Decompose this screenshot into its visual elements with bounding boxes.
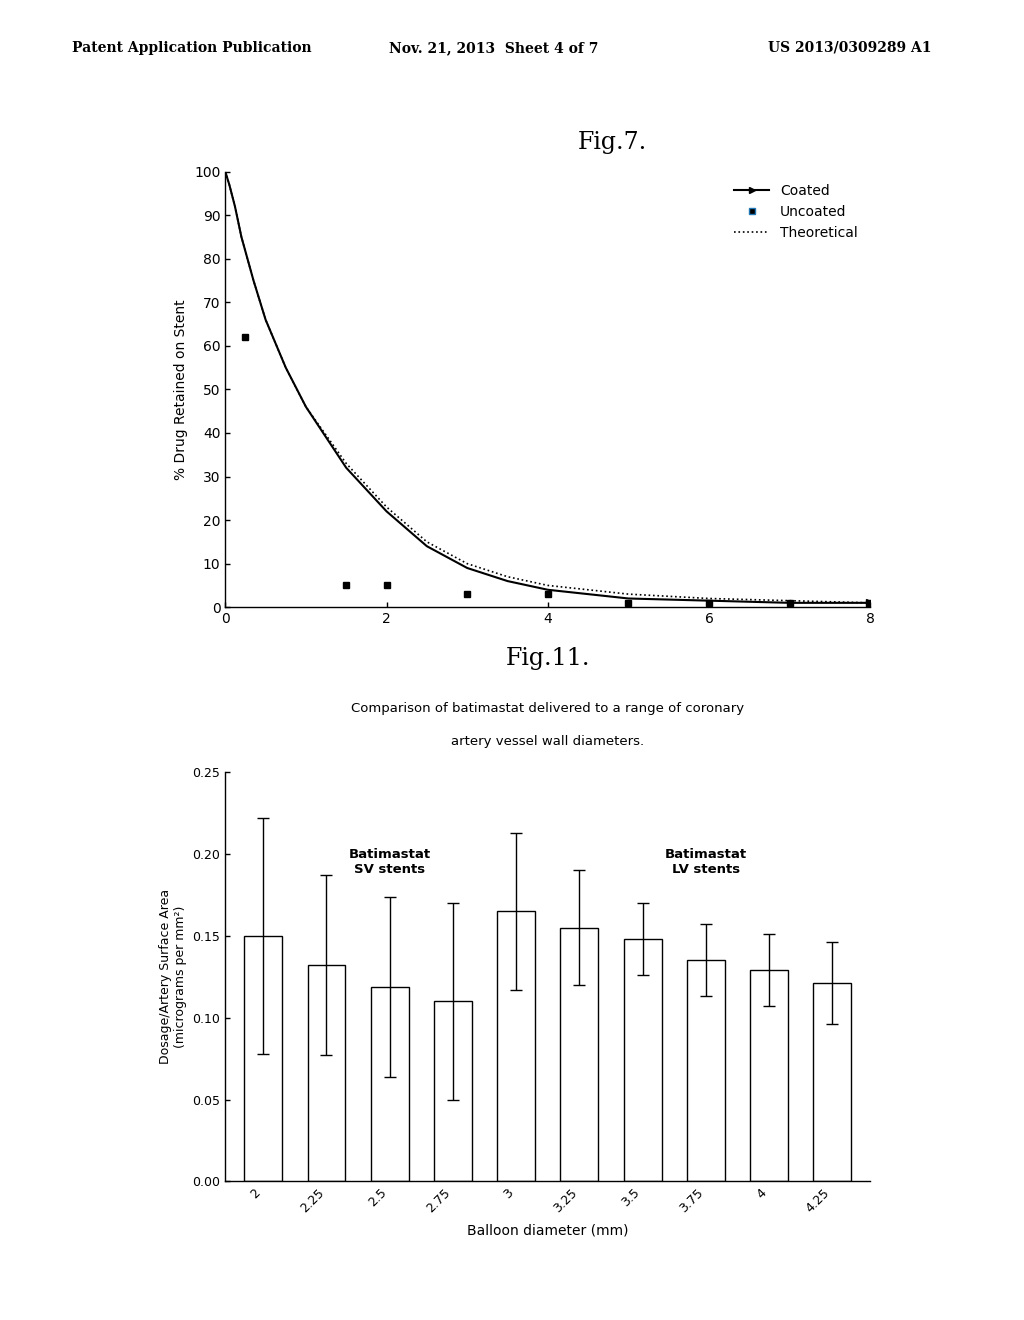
Bar (624, 939, 662, 1181)
Bar (498, 911, 536, 1181)
Text: Comparison of batimastat delivered to a range of coronary: Comparison of batimastat delivered to a … (351, 702, 744, 715)
Text: US 2013/0309289 A1: US 2013/0309289 A1 (768, 41, 932, 55)
Text: Nov. 21, 2013  Sheet 4 of 7: Nov. 21, 2013 Sheet 4 of 7 (389, 41, 598, 55)
Bar (371, 986, 409, 1181)
Text: Batimastat
LV stents: Batimastat LV stents (665, 849, 748, 876)
Bar (751, 970, 788, 1181)
Y-axis label: Dosage/Artery Surface Area
(micrograms per mm²): Dosage/Artery Surface Area (micrograms p… (159, 890, 186, 1064)
Bar (245, 936, 283, 1181)
Bar (687, 961, 725, 1181)
X-axis label: Balloon diameter (mm): Balloon diameter (mm) (467, 1224, 629, 1237)
Bar (307, 965, 345, 1181)
Text: Batimastat
SV stents: Batimastat SV stents (348, 849, 431, 876)
Text: artery vessel wall diameters.: artery vessel wall diameters. (452, 735, 644, 747)
Text: Patent Application Publication: Patent Application Publication (72, 41, 311, 55)
Text: Fig.11.: Fig.11. (506, 647, 590, 671)
Y-axis label: % Drug Retained on Stent: % Drug Retained on Stent (174, 300, 188, 479)
Text: Fig.7.: Fig.7. (578, 131, 647, 154)
Bar (813, 983, 851, 1181)
Legend: Coated, Uncoated, Theoretical: Coated, Uncoated, Theoretical (729, 178, 863, 246)
Bar (434, 1002, 472, 1181)
Bar (560, 928, 598, 1181)
